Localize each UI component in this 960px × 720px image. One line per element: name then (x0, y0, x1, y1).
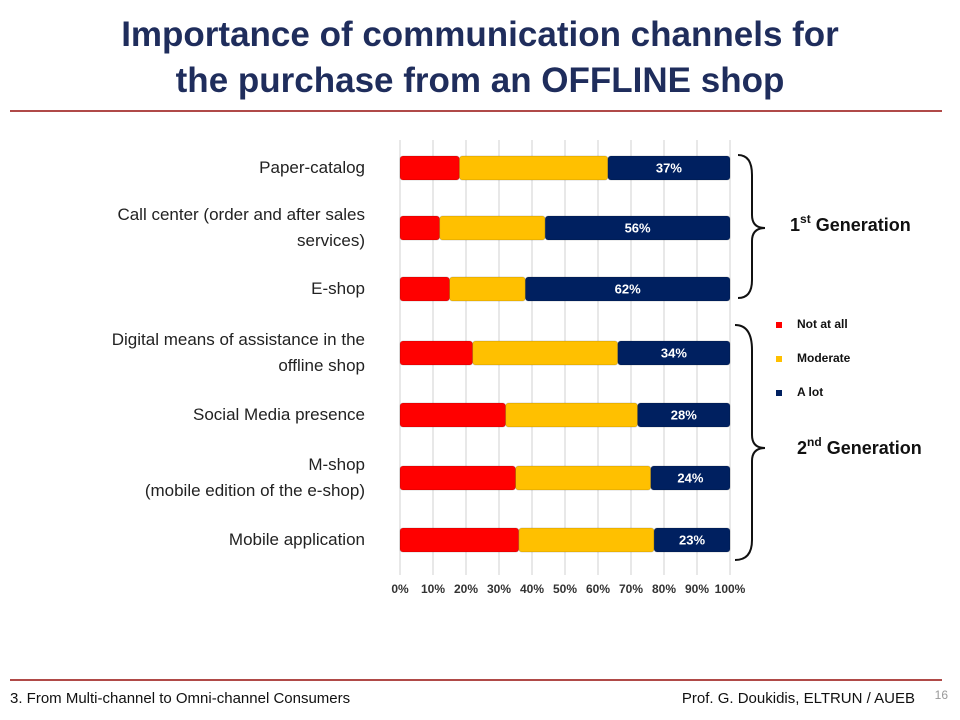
legend-label: Moderate (797, 351, 851, 365)
group-suffix: st (800, 212, 811, 226)
bar-segment (607, 155, 731, 181)
bar-segment (653, 527, 731, 553)
x-tick-label: 40% (520, 582, 544, 596)
bar-segment (399, 276, 450, 302)
bar-segment (449, 276, 526, 302)
x-tick-label: 90% (685, 582, 709, 596)
x-tick-label: 10% (421, 582, 445, 596)
value-label: 34% (661, 345, 687, 360)
x-tick-label: 20% (454, 582, 478, 596)
bar-segment (439, 215, 546, 241)
value-label: 28% (671, 407, 697, 422)
bar-segment (524, 276, 731, 302)
group-text: Generation (816, 215, 911, 235)
footer-section: 3. From Multi-channel to Omni-channel Co… (10, 690, 351, 707)
page-number: 16 (934, 688, 948, 702)
group-label: 2nd Generation (797, 435, 922, 458)
slide-title: Importance of communication channels for… (121, 15, 839, 100)
value-label: 56% (625, 220, 651, 235)
footer-author: Prof. G. Doukidis, ELTRUN / AUEB (681, 690, 915, 707)
value-label: 37% (656, 160, 682, 175)
category-label: Digital means of assistance in the offli… (111, 330, 365, 375)
bar-segment (399, 340, 474, 366)
group-ordinal: 1 (790, 215, 800, 235)
x-tick-label: 100% (715, 582, 746, 596)
group-suffix: nd (807, 435, 822, 449)
bar-segment (515, 465, 652, 491)
bar-segment (617, 340, 731, 366)
category-label: Call center (order and after sales servi… (117, 205, 365, 250)
category-label: Paper-catalog (259, 158, 365, 177)
group-text: Generation (827, 438, 922, 458)
category-label: E-shop (311, 279, 365, 298)
legend-label: A lot (797, 385, 823, 399)
bar-segment (399, 155, 460, 181)
group-label: 1st Generation (790, 212, 911, 235)
bar-segment (518, 527, 655, 553)
bar-segment (399, 527, 520, 553)
legend-label: Not at all (797, 317, 848, 331)
bar-segment (544, 215, 731, 241)
category-label: Mobile application (228, 530, 365, 549)
legend-swatch (776, 356, 782, 362)
x-tick-label: 30% (487, 582, 511, 596)
category-label: M-shop (mobile edition of the e-shop) (144, 455, 365, 500)
legend-swatch (776, 322, 782, 328)
x-tick-label: 60% (586, 582, 610, 596)
bar-segment (399, 465, 516, 491)
x-tick-label: 0% (391, 582, 409, 596)
value-label: 24% (677, 470, 703, 485)
bar-segment (399, 215, 441, 241)
bar-segment (637, 402, 731, 428)
bar-segment (399, 402, 507, 428)
bar-segment (650, 465, 731, 491)
x-tick-label: 80% (652, 582, 676, 596)
bar-segment (472, 340, 619, 366)
x-tick-label: 70% (619, 582, 643, 596)
legend-swatch (776, 390, 782, 396)
bracket (737, 154, 766, 299)
category-label: Social Media presence (193, 405, 365, 424)
group-ordinal: 2 (797, 438, 807, 458)
bar-segment (505, 402, 639, 428)
value-label: 23% (679, 532, 705, 547)
bar-segment (458, 155, 609, 181)
value-label: 62% (615, 281, 641, 296)
x-tick-label: 50% (553, 582, 577, 596)
bracket (734, 324, 766, 561)
